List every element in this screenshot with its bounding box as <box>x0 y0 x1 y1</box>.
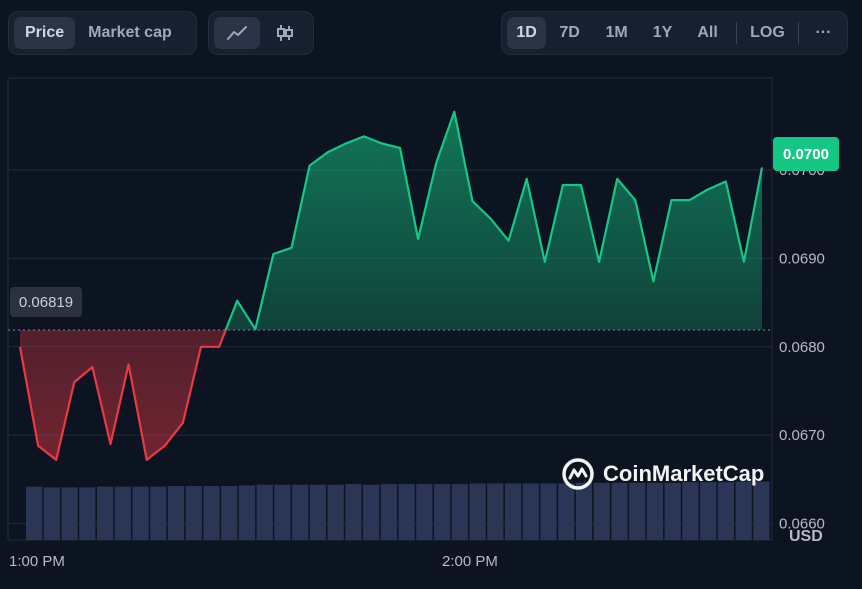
volume-bar <box>380 484 397 540</box>
line-chart-button[interactable] <box>214 17 260 49</box>
more-options-button[interactable]: ··· <box>815 24 832 41</box>
toolbar-divider <box>797 22 799 44</box>
volume-bar <box>611 482 628 540</box>
x-tick-label: 1:00 PM <box>9 553 65 570</box>
volume-bar <box>398 484 415 540</box>
volume-bar <box>61 487 78 540</box>
coinmarketcap-logo-icon <box>562 458 594 490</box>
volume-bar <box>327 484 344 540</box>
y-tick-label: 0.0690 <box>779 250 825 267</box>
range-7d[interactable]: 7D <box>559 24 580 41</box>
volume-bar <box>593 482 610 540</box>
metric-toggle: Price Market cap <box>8 11 197 55</box>
volume-bar <box>292 484 309 540</box>
volume-bar <box>646 482 664 540</box>
volume-bar <box>132 486 149 540</box>
volume-bar <box>238 485 256 540</box>
range-1d[interactable]: 1D <box>507 17 547 49</box>
market-cap-tab[interactable]: Market cap <box>88 24 172 41</box>
currency-label: USD <box>789 528 823 545</box>
range-1y[interactable]: 1Y <box>652 24 673 41</box>
candlestick-chart-button[interactable] <box>262 17 308 49</box>
volume-bar <box>114 486 131 540</box>
volume-bar <box>26 486 43 540</box>
volume-bars <box>26 481 770 540</box>
y-tick-label: 0.0680 <box>779 339 825 356</box>
baseline-price-tag: 0.06819 <box>10 287 82 317</box>
price-line-up <box>224 110 764 330</box>
volume-bar <box>79 487 96 540</box>
volume-bar <box>274 484 291 540</box>
price-line-down <box>18 329 256 461</box>
volume-bar <box>558 483 575 540</box>
range-1m[interactable]: 1M <box>605 24 628 41</box>
volume-bar <box>96 486 114 540</box>
area-fill-down <box>20 329 762 460</box>
volume-bar <box>753 481 770 540</box>
y-tick-label: 0.0670 <box>779 427 825 444</box>
volume-bar <box>43 487 60 540</box>
volume-bar <box>256 484 273 540</box>
volume-bar <box>363 484 380 540</box>
line-chart-icon <box>227 26 247 40</box>
range-all[interactable]: All <box>697 24 718 41</box>
volume-bar <box>433 484 451 540</box>
x-tick-label: 2:00 PM <box>442 553 498 570</box>
area-fill-up <box>20 111 762 330</box>
volume-bar <box>345 484 362 540</box>
toolbar-divider <box>736 22 738 44</box>
area-fills <box>20 111 762 460</box>
volume-bar <box>309 484 327 540</box>
watermark-text: CoinMarketCap <box>603 461 765 486</box>
volume-bar <box>664 482 681 540</box>
volume-bar <box>700 482 717 540</box>
volume-bar <box>203 486 220 540</box>
volume-bar <box>451 484 468 540</box>
candlestick-chart-icon <box>277 25 293 41</box>
volume-bar <box>540 483 557 540</box>
time-range-toggle: 1D 7D 1M 1Y All LOG ··· <box>501 11 848 55</box>
log-scale-button[interactable]: LOG <box>750 24 785 41</box>
volume-bar <box>185 486 202 540</box>
volume-bar <box>416 484 433 540</box>
volume-bar <box>487 483 504 540</box>
y-tick-label: 0.0660 <box>779 516 825 533</box>
volume-bar <box>167 486 185 540</box>
volume-bar <box>522 483 539 540</box>
volume-bar <box>735 481 752 540</box>
volume-bar <box>469 483 486 540</box>
price-tab[interactable]: Price <box>14 17 76 49</box>
current-price-tag: 0.0700 <box>773 137 839 171</box>
chart-type-toggle <box>208 11 314 55</box>
price-lines <box>18 110 764 461</box>
volume-bar <box>504 483 522 540</box>
volume-bar <box>629 482 646 540</box>
volume-bar <box>717 482 735 540</box>
volume-bar <box>575 482 593 540</box>
volume-bar <box>682 482 699 540</box>
volume-bar <box>221 486 238 540</box>
coinmarketcap-watermark: CoinMarketCap <box>561 457 764 491</box>
volume-bar <box>150 486 167 540</box>
